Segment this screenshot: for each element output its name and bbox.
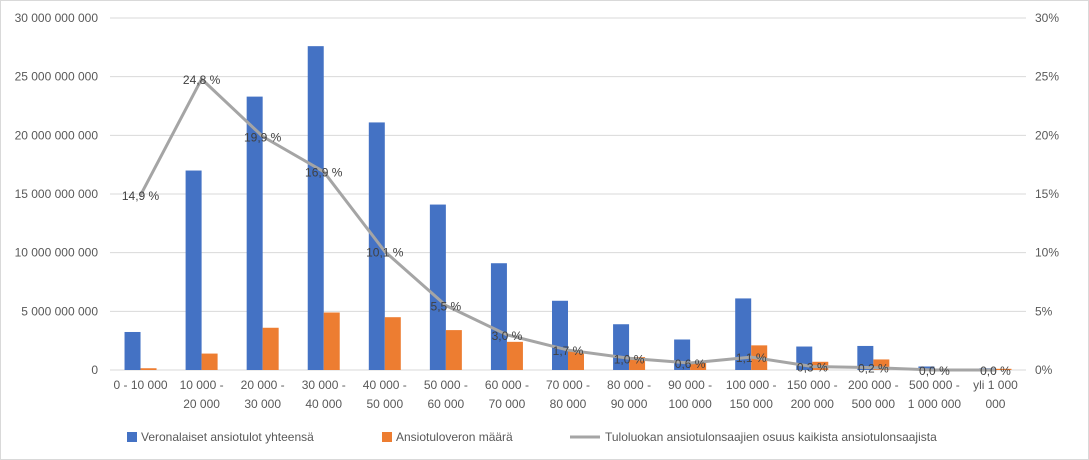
x-axis-tick-label: 0 - 10 000: [114, 378, 168, 392]
x-axis-tick-label: 000: [985, 397, 1005, 411]
right-axis-tick-label: 5%: [1035, 304, 1053, 318]
data-label: 19,9 %: [244, 131, 282, 145]
x-axis-tick-label: 40 000: [305, 397, 342, 411]
x-axis-tick-label: 90 000 -: [668, 378, 712, 392]
legend-swatch-veronalaiset: [127, 432, 137, 442]
right-axis-tick-label: 15%: [1035, 187, 1059, 201]
x-axis-tick-label: 30 000: [244, 397, 281, 411]
legend-label: Ansiotuloveron määrä: [396, 430, 513, 444]
x-axis-tick-label: 90 000: [611, 397, 648, 411]
bar-ansiotulovero: [873, 359, 890, 370]
x-axis-tick-label: 150 000 -: [787, 378, 838, 392]
x-axis-tick-label: 10 000 -: [180, 378, 224, 392]
legend-swatch-ansiotulovero: [382, 432, 392, 442]
bar-ansiotulovero: [995, 368, 1012, 370]
data-label: 24,8 %: [183, 73, 221, 87]
bar-veronalaiset: [490, 263, 507, 370]
left-axis-tick-label: 10 000 000 000: [15, 246, 99, 260]
x-axis-tick-label: 40 000 -: [363, 378, 407, 392]
bar-veronalaiset: [429, 204, 446, 370]
data-label: 0,3 %: [797, 360, 828, 374]
left-axis-tick-label: 5 000 000 000: [21, 304, 98, 318]
x-axis-tick-label: 50 000: [366, 397, 403, 411]
bar-veronalaiset: [185, 170, 202, 370]
left-axis-tick-label: 0: [91, 363, 98, 377]
x-axis-tick-label: 100 000: [668, 397, 712, 411]
x-axis-tick-label: 80 000: [550, 397, 587, 411]
x-axis-tick-label: 200 000: [791, 397, 835, 411]
right-axis-tick-label: 20%: [1035, 128, 1059, 142]
data-label: 0,0 %: [980, 364, 1011, 378]
x-axis-tick-label: 200 000 -: [848, 378, 899, 392]
bar-ansiotulovero: [690, 361, 707, 370]
x-axis-tick-label: 1 000 000: [908, 397, 962, 411]
line-series-osuus: [139, 77, 996, 372]
data-label: 16,9 %: [305, 166, 343, 180]
data-label: 10,1 %: [366, 245, 404, 259]
data-label: 14,9 %: [122, 189, 160, 203]
legend-label: Veronalaiset ansiotulot yhteensä: [141, 430, 314, 444]
x-axis-tick-label: 70 000 -: [546, 378, 590, 392]
bar-ansiotulovero: [140, 368, 157, 370]
x-axis-tick-label: 60 000 -: [485, 378, 529, 392]
x-axis-tick-label: 500 000 -: [909, 378, 960, 392]
x-axis-tick-label: 50 000 -: [424, 378, 468, 392]
bar-ansiotulovero: [262, 327, 279, 370]
data-label: 1,0 %: [614, 352, 645, 366]
left-axis-tick-label: 30 000 000 000: [15, 11, 99, 25]
right-axis-tick-label: 30%: [1035, 11, 1059, 25]
left-axis-tick-label: 15 000 000 000: [15, 187, 99, 201]
data-label: 3,0 %: [492, 329, 523, 343]
right-axis-tick-label: 0%: [1035, 363, 1053, 377]
data-label: 0,2 %: [858, 362, 889, 376]
data-label: 1,1 %: [736, 351, 767, 365]
bar-ansiotulovero: [568, 351, 584, 370]
bar-veronalaiset: [246, 96, 263, 370]
bar-veronalaiset: [307, 46, 324, 370]
x-axis-tick-label: 500 000: [852, 397, 896, 411]
left-axis-tick-label: 25 000 000 000: [15, 70, 99, 84]
x-axis-tick-label: 70 000: [489, 397, 526, 411]
data-label: 1,7 %: [553, 344, 584, 358]
x-axis-tick-label: 60 000: [428, 397, 465, 411]
left-axis-tick-label: 20 000 000 000: [15, 128, 99, 142]
x-axis-tick-label: 20 000 -: [241, 378, 285, 392]
x-axis-tick-label: 100 000 -: [726, 378, 777, 392]
bar-ansiotulovero: [201, 353, 218, 370]
bar-veronalaiset: [124, 331, 141, 370]
bar-veronalaiset: [368, 122, 385, 370]
legend-label: Tuloluokan ansiotulonsaajien osuus kaiki…: [605, 430, 937, 444]
data-label: 0,0 %: [919, 364, 950, 378]
data-label: 0,6 %: [675, 357, 706, 371]
x-axis-tick-label: 30 000 -: [302, 378, 346, 392]
bar-veronalaiset: [857, 345, 874, 370]
bar-veronalaiset: [735, 298, 752, 370]
x-axis-tick-label: 150 000: [730, 397, 774, 411]
x-axis-tick-label: 20 000: [183, 397, 220, 411]
bar-ansiotulovero: [323, 312, 340, 370]
right-axis-tick-label: 10%: [1035, 246, 1059, 260]
bar-ansiotulovero: [445, 330, 462, 370]
x-axis-tick-label: 80 000 -: [607, 378, 651, 392]
bar-ansiotulovero: [384, 317, 401, 370]
x-axis-tick-label: yli 1 000: [973, 378, 1018, 392]
bar-veronalaiset: [552, 300, 568, 370]
bar-ansiotulovero: [506, 341, 523, 370]
data-label: 5,5 %: [431, 299, 462, 313]
right-axis-tick-label: 25%: [1035, 70, 1059, 84]
